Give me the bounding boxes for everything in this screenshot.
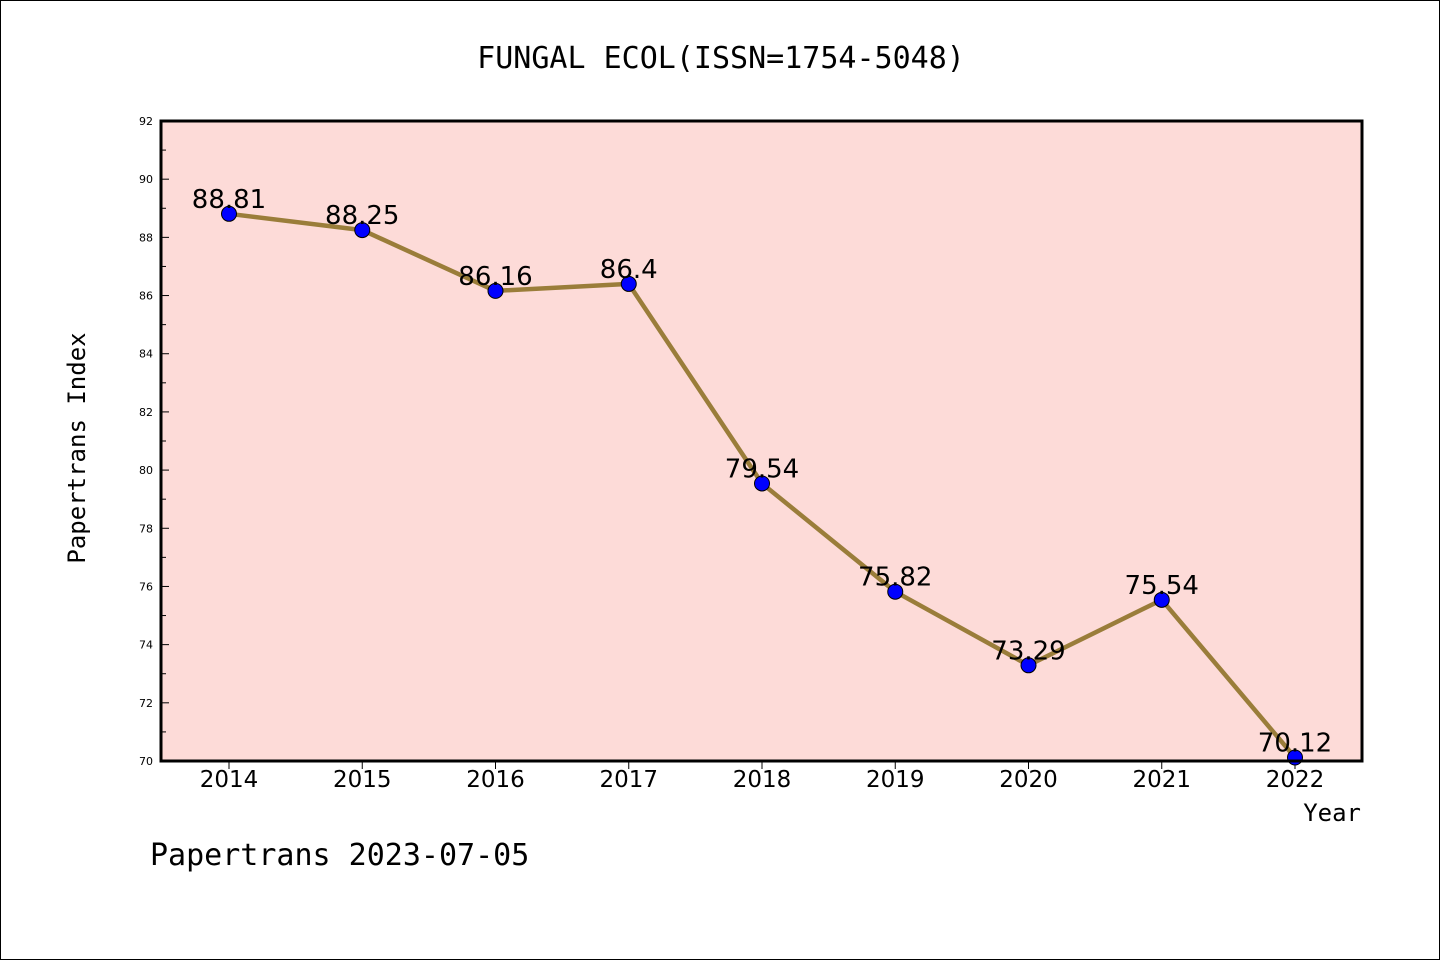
data-point-2016	[487, 282, 504, 299]
y-tick-label: 70	[139, 755, 153, 768]
data-label-2021: 75.54	[1125, 571, 1199, 601]
footer-date: Papertrans 2023-07-05	[150, 838, 529, 873]
data-label-2017: 86.4	[600, 255, 658, 285]
x-tick-label: 2022	[1266, 767, 1325, 793]
data-point-2019	[887, 583, 904, 600]
data-label-2015: 88.25	[325, 201, 399, 231]
x-tick-label: 2021	[1132, 767, 1191, 793]
data-label-2022: 70.12	[1258, 729, 1332, 759]
data-point-2014	[221, 205, 237, 222]
x-tick-label: 2014	[200, 767, 259, 793]
data-label-2016: 86.16	[458, 262, 532, 292]
y-tick-label: 74	[139, 639, 153, 652]
x-tick-label: 2016	[466, 767, 525, 793]
y-tick-label: 88	[139, 231, 153, 244]
data-point-2017	[620, 275, 637, 292]
chart-title: FUNGAL ECOL(ISSN=1754-5048)	[477, 41, 965, 76]
data-label-2018: 79.54	[725, 454, 799, 484]
x-axis-label: Year	[1303, 799, 1361, 827]
y-tick-label: 84	[139, 348, 153, 361]
data-point-2015	[354, 222, 371, 239]
y-tick-label: 86	[139, 290, 153, 303]
data-labels: 88.81 88.25 86.16 86.4 79.54 75.82 73.29 75.54 7…	[192, 185, 1332, 759]
x-tick-label: 2020	[999, 767, 1058, 793]
x-tick-label: 2015	[333, 767, 392, 793]
series-markers	[221, 205, 1303, 766]
y-tick-label: 78	[139, 522, 153, 535]
x-tick-label: 2019	[866, 767, 925, 793]
y-axis-ticks: 70 72 74 76 78 80 82 84 86 88 90 92	[139, 115, 169, 768]
data-point-2020	[1020, 657, 1037, 674]
y-tick-label: 72	[139, 697, 153, 710]
x-tick-label: 2017	[599, 767, 658, 793]
y-tick-label: 90	[139, 173, 153, 186]
y-tick-label: 92	[139, 115, 153, 128]
x-tick-label: 2018	[733, 767, 792, 793]
x-axis-ticks: 2014 2015 2016 2017 2018 2019 2020 2021 2022	[200, 761, 1325, 793]
y-tick-label: 82	[139, 406, 153, 419]
y-tick-label: 80	[139, 464, 153, 477]
data-label-2020: 73.29	[991, 636, 1065, 666]
data-point-2018	[754, 475, 770, 492]
data-label-2019: 75.82	[858, 563, 932, 593]
plot-frame	[159, 119, 1364, 763]
data-point-2021	[1153, 591, 1170, 608]
y-tick-label: 76	[139, 580, 153, 593]
y-axis-label: Papertrans Index	[63, 332, 91, 563]
data-label-2014: 88.81	[192, 185, 266, 215]
